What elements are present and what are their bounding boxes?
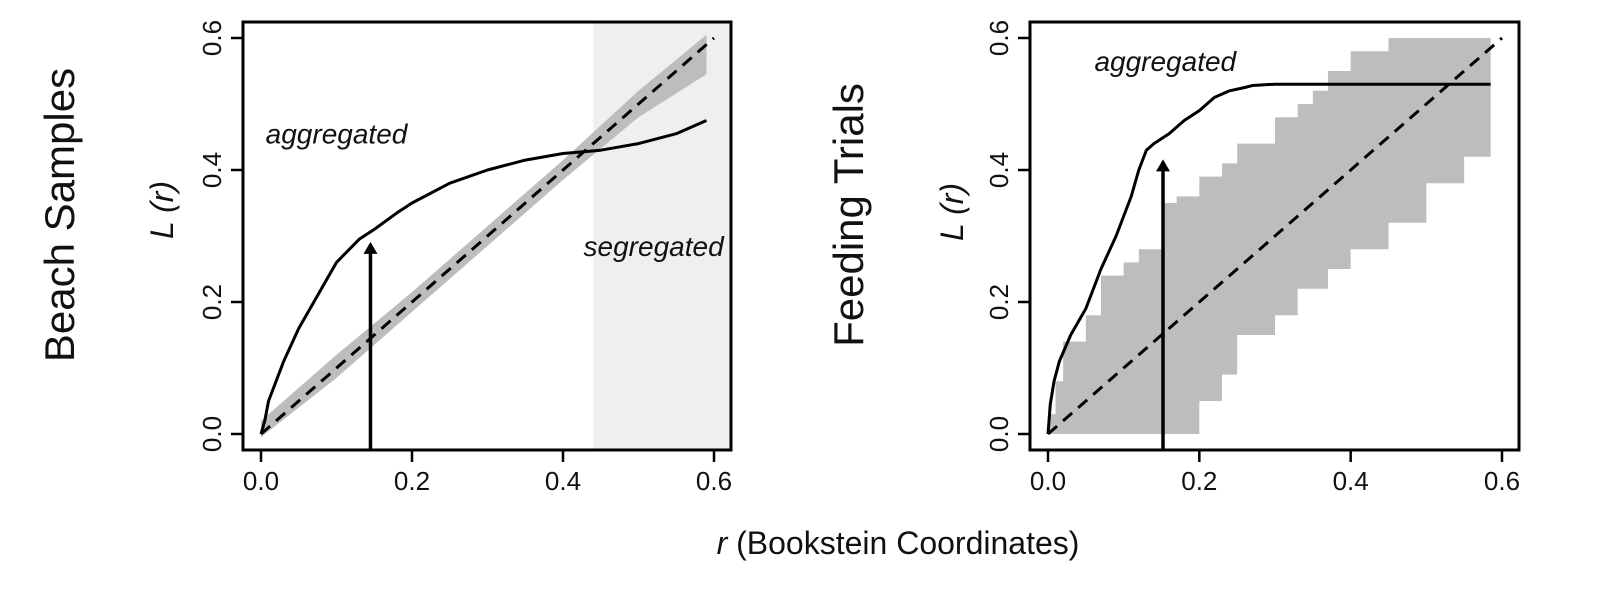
observed-line bbox=[259, 119, 708, 435]
x-tick-label: 0.4 bbox=[1333, 466, 1369, 496]
y-tick-label: 0.4 bbox=[984, 152, 1014, 188]
expected-line bbox=[260, 36, 715, 436]
ylabel-left: L (r) bbox=[144, 181, 180, 239]
y-tick-label: 0.6 bbox=[984, 20, 1014, 56]
row-title-beach: Beach Samples bbox=[36, 68, 83, 362]
plot-frame bbox=[1028, 20, 1521, 452]
annotation-aggregated: aggregated bbox=[1094, 46, 1237, 77]
y-tick-label: 0.4 bbox=[197, 152, 227, 188]
y-tick-label: 0.0 bbox=[984, 416, 1014, 452]
arrow-head bbox=[1156, 159, 1171, 172]
plot-frame bbox=[241, 20, 733, 452]
observed-line bbox=[1046, 82, 1491, 435]
annotation-segregated: segregated bbox=[584, 231, 726, 262]
ylabel-right: L (r) bbox=[934, 183, 970, 241]
row-title-feeding: Feeding Trials bbox=[825, 83, 872, 347]
y-tick-label: 0.0 bbox=[197, 416, 227, 452]
x-tick-label: 0.0 bbox=[243, 466, 279, 496]
y-tick-label: 0.2 bbox=[197, 284, 227, 320]
panel-feeding-trials: aggregated 0.0 0.2 0.4 0.6 0.0 0.2 0.4 0.6 bbox=[984, 20, 1521, 496]
annotation-aggregated: aggregated bbox=[266, 119, 409, 150]
arrow-head bbox=[363, 241, 378, 254]
panel-beach-samples: aggregated segregated 0.0 0.2 0.4 0.6 0.0 0.2 0.… bbox=[197, 20, 733, 496]
x-tick-label: 0.6 bbox=[1484, 466, 1520, 496]
x-tick-label: 0.0 bbox=[1030, 466, 1066, 496]
x-tick-label: 0.2 bbox=[394, 466, 430, 496]
expected-line bbox=[1047, 36, 1503, 436]
x-tick-label: 0.6 bbox=[696, 466, 732, 496]
xlabel: r (Bookstein Coordinates) bbox=[717, 525, 1080, 561]
y-tick-label: 0.2 bbox=[984, 284, 1014, 320]
x-tick-label: 0.4 bbox=[545, 466, 581, 496]
simulation-envelope bbox=[1048, 38, 1491, 434]
x-tick-label: 0.2 bbox=[1181, 466, 1217, 496]
y-tick-label: 0.6 bbox=[197, 20, 227, 56]
